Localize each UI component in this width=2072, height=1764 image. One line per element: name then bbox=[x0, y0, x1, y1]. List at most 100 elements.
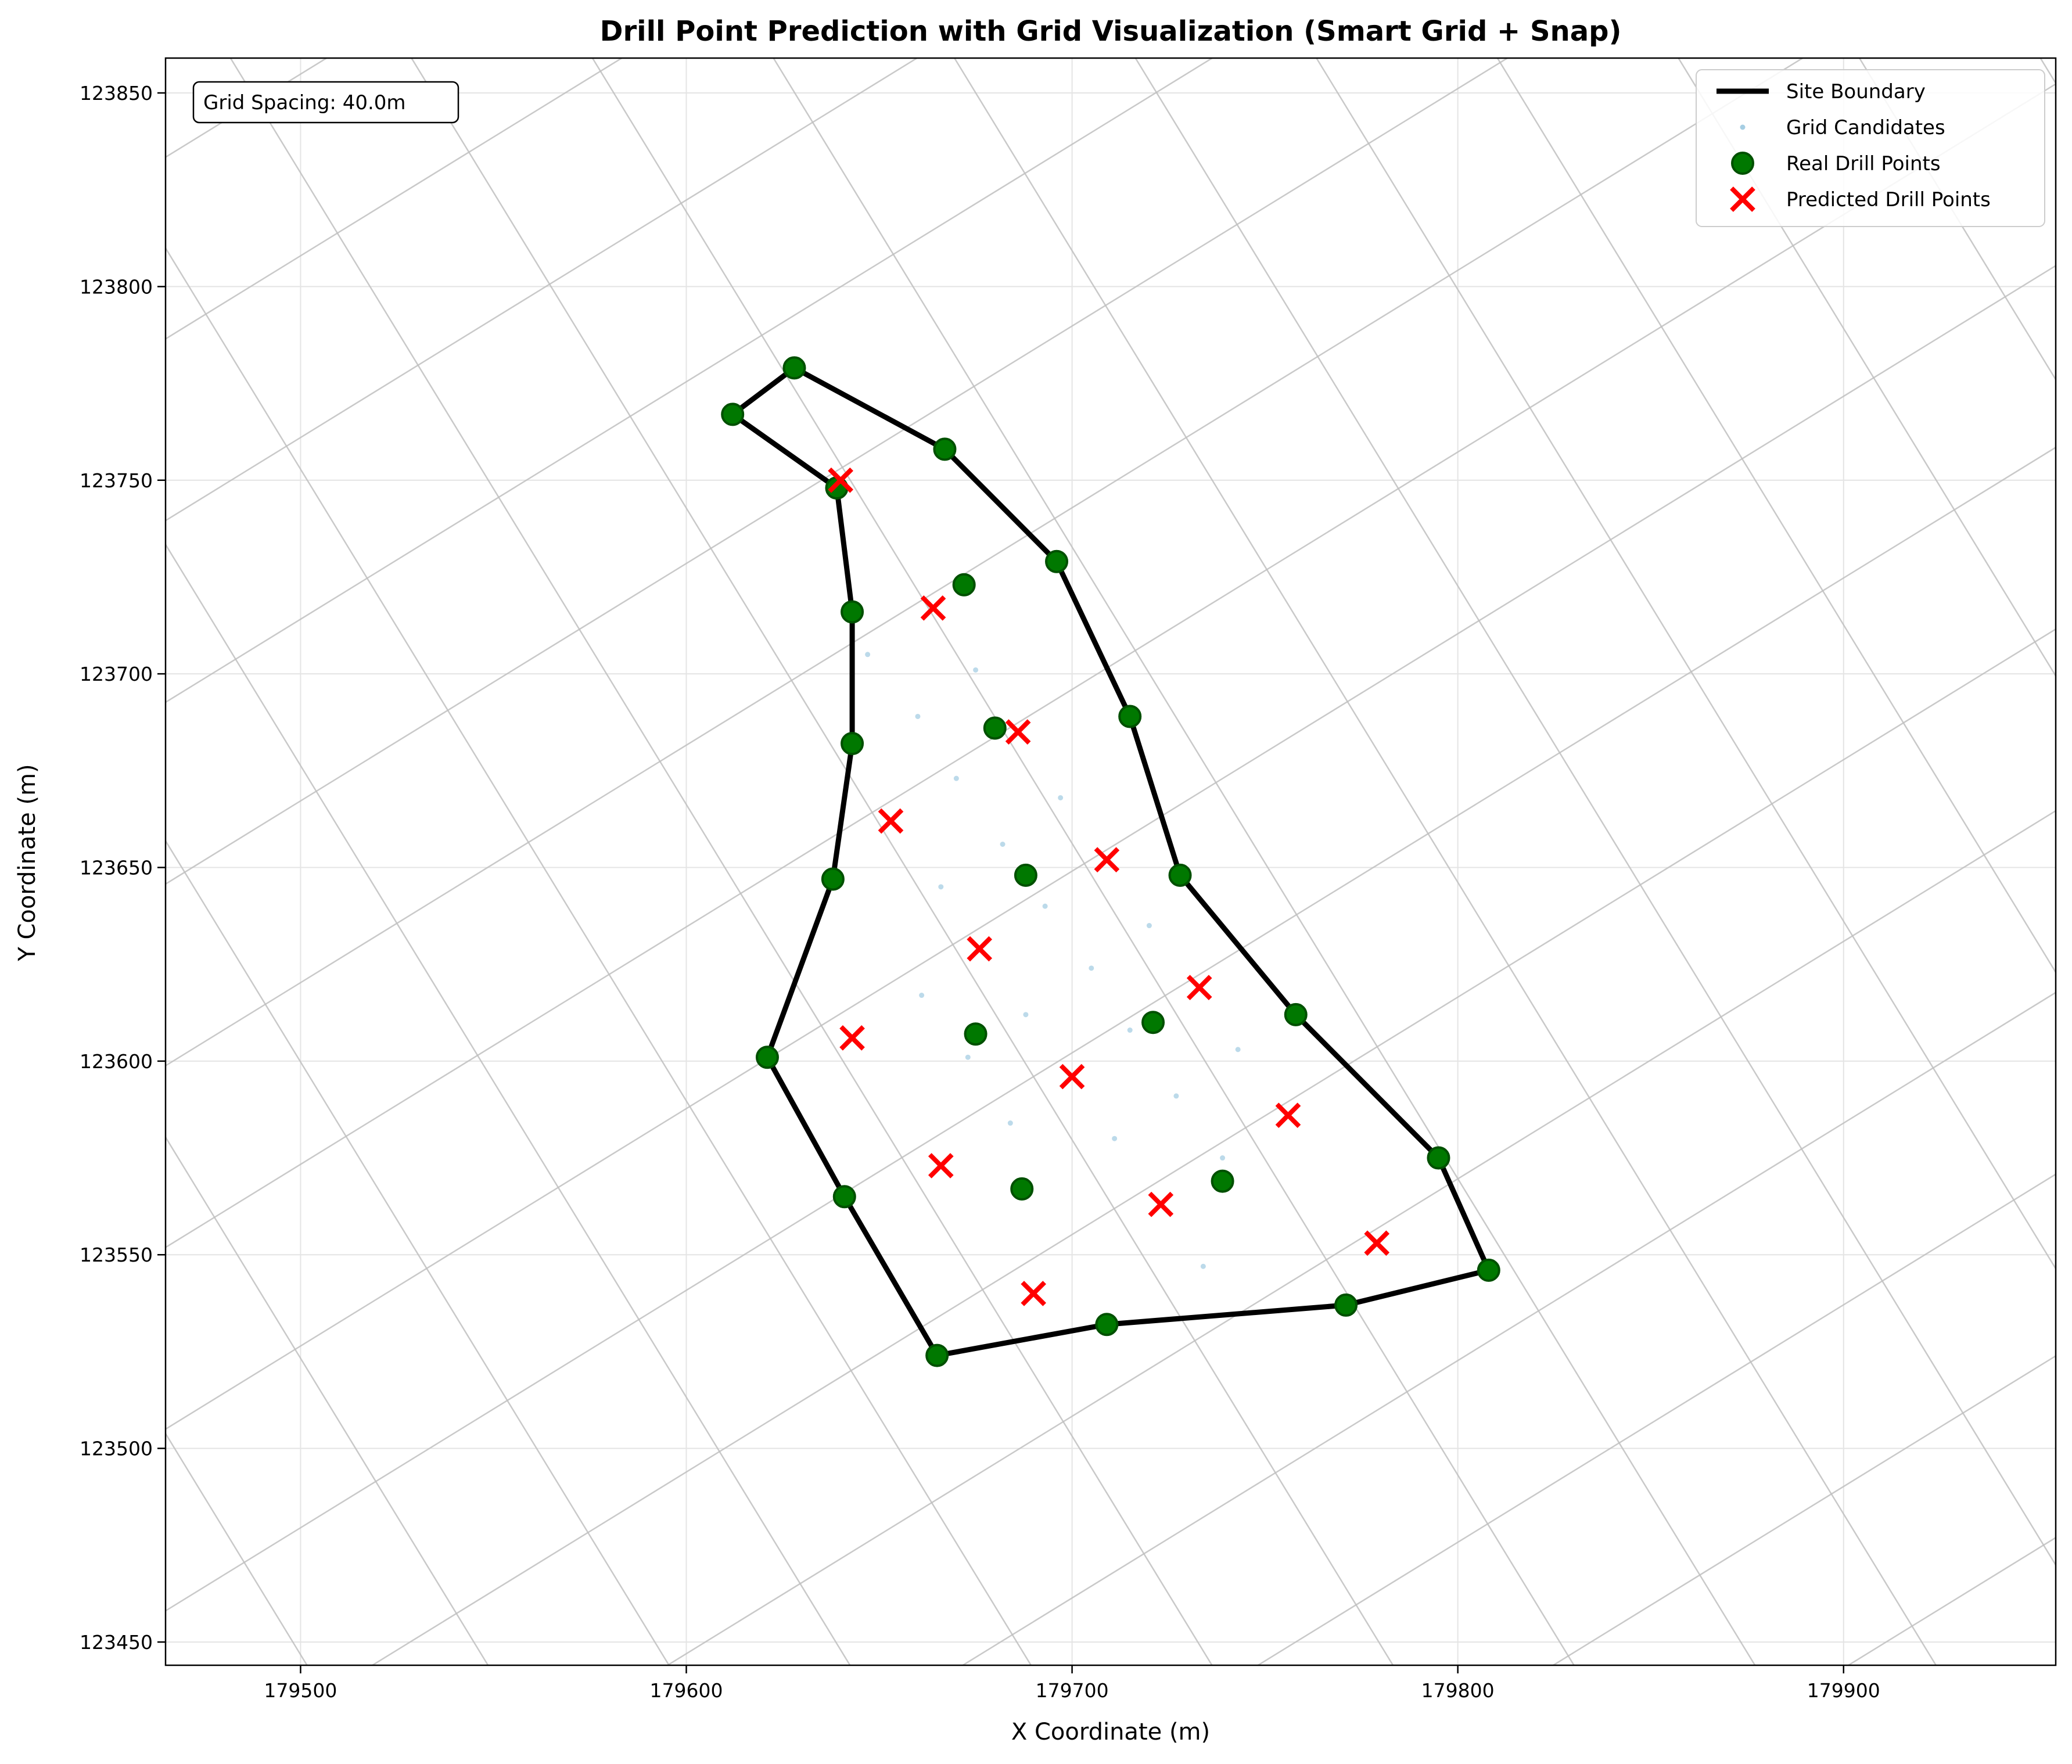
x-axis-ticks: 179500 179600 179700 179800 179900 bbox=[264, 1665, 1880, 1702]
grid-candidate-point-8 bbox=[1146, 923, 1152, 929]
real-drill-point-21 bbox=[1477, 1258, 1500, 1282]
y-axis-ticks: 123450 123500 123550 123600 123650 123700 1237… bbox=[80, 82, 166, 1654]
predicted-drill-point-2-stroke-b bbox=[1005, 719, 1031, 745]
legend-handle-predicted bbox=[1730, 186, 1755, 212]
predicted-drill-point-8 bbox=[1059, 1064, 1085, 1090]
legend-handle-candidates bbox=[1740, 124, 1746, 130]
predicted-drill-point-2 bbox=[1005, 719, 1031, 745]
x-tick-label-1: 179600 bbox=[650, 1679, 723, 1702]
predicted-drill-point-5-stroke-b bbox=[967, 936, 993, 962]
grid-candidate-point-15 bbox=[1173, 1093, 1179, 1099]
x-tick-label-3: 179800 bbox=[1421, 1679, 1495, 1702]
grid-candidate-point-17 bbox=[1112, 1136, 1118, 1141]
real-drill-point-14 bbox=[1141, 1011, 1165, 1034]
grid-spacing-note-text: Grid Spacing: 40.0m bbox=[203, 91, 406, 114]
grid-candidate-point-12 bbox=[1127, 1027, 1133, 1033]
grid-candidate-point-3 bbox=[953, 775, 959, 781]
predicted-drill-point-7 bbox=[839, 1025, 865, 1051]
real-drill-point-17 bbox=[1427, 1146, 1450, 1170]
predicted-drill-point-3 bbox=[878, 808, 904, 834]
predicted-drill-point-0-stroke-b bbox=[828, 467, 853, 493]
grid-candidate-point-13 bbox=[1235, 1047, 1241, 1052]
real-drill-point-10 bbox=[1014, 863, 1037, 887]
predicted-drill-point-4-stroke-b bbox=[1094, 847, 1120, 872]
x-axis-label: X Coordinate (m) bbox=[1011, 1719, 1210, 1745]
grid-candidate-point-19 bbox=[1200, 1263, 1206, 1269]
predicted-drill-point-10-stroke-b bbox=[928, 1153, 954, 1179]
real-drill-point-8 bbox=[983, 716, 1007, 740]
legend: Site Boundary Grid Candidates Real Drill P… bbox=[1696, 69, 2045, 227]
predicted-drill-point-1 bbox=[920, 595, 946, 621]
legend-handle-predicted-stroke-b bbox=[1730, 186, 1755, 212]
legend-frame bbox=[1696, 69, 2045, 227]
predicted-drill-point-4 bbox=[1094, 847, 1120, 872]
y-tick-label-0: 123450 bbox=[80, 1631, 153, 1654]
chart-title: Drill Point Prediction with Grid Visuali… bbox=[600, 15, 1622, 48]
real-drill-point-9 bbox=[841, 732, 864, 756]
legend-handle-real bbox=[1731, 152, 1754, 175]
x-tick-label-0: 179500 bbox=[264, 1679, 337, 1702]
y-tick-label-5: 123700 bbox=[80, 663, 153, 685]
predicted-drill-point-3-stroke-b bbox=[878, 808, 904, 834]
grid-candidate-point-14 bbox=[965, 1054, 971, 1060]
predicted-drill-point-0 bbox=[828, 467, 853, 493]
real-drill-point-13 bbox=[1284, 1003, 1308, 1026]
predicted-drill-point-7-stroke-b bbox=[839, 1025, 865, 1051]
grid-candidate-point-1 bbox=[973, 667, 979, 673]
grid-candidate-point-6 bbox=[938, 884, 944, 890]
plot-frame bbox=[164, 57, 2057, 1666]
predicted-drill-point-12-stroke-b bbox=[1364, 1230, 1390, 1256]
y-tick-label-6: 123750 bbox=[80, 469, 153, 492]
legend-label-2: Real Drill Points bbox=[1786, 152, 1941, 175]
grid-spacing-note: Grid Spacing: 40.0m bbox=[192, 81, 459, 124]
predicted-drill-point-13 bbox=[1021, 1281, 1047, 1306]
grid-candidate-point-10 bbox=[919, 993, 925, 998]
legend-label-1: Grid Candidates bbox=[1786, 116, 1945, 139]
real-drill-point-22 bbox=[1334, 1293, 1358, 1317]
predicted-drill-point-8-stroke-b bbox=[1059, 1064, 1085, 1090]
real-drill-point-24 bbox=[925, 1343, 949, 1367]
grid-candidate-point-9 bbox=[1089, 965, 1094, 971]
y-tick-label-7: 123800 bbox=[80, 275, 153, 298]
y-tick-label-4: 123650 bbox=[80, 857, 153, 879]
grid-candidate-point-0 bbox=[865, 652, 871, 658]
real-drill-point-20 bbox=[832, 1185, 856, 1209]
series-layer bbox=[721, 356, 1500, 1367]
real-drill-point-15 bbox=[964, 1022, 987, 1046]
predicted-drill-point-5 bbox=[967, 936, 993, 962]
real-drill-point-6 bbox=[841, 600, 864, 624]
real-drill-point-19 bbox=[1010, 1177, 1034, 1201]
predicted-drill-point-9 bbox=[1275, 1102, 1301, 1129]
grid-candidate-point-2 bbox=[915, 713, 921, 719]
predicted-drill-point-1-stroke-b bbox=[920, 595, 946, 621]
real-drill-point-23 bbox=[1095, 1313, 1119, 1337]
legend-label-3: Predicted Drill Points bbox=[1786, 188, 1991, 211]
grid-spacing-note-box bbox=[192, 81, 459, 124]
grid-candidate-point-4 bbox=[1058, 795, 1064, 800]
predicted-drill-point-10 bbox=[928, 1153, 954, 1179]
y-axis-label: Y Coordinate (m) bbox=[14, 764, 41, 961]
y-tick-label-2: 123550 bbox=[80, 1244, 153, 1266]
real-drill-point-18 bbox=[1211, 1169, 1234, 1193]
predicted-drill-point-11 bbox=[1148, 1191, 1174, 1217]
real-drill-point-12 bbox=[821, 867, 845, 891]
real-drill-point-1 bbox=[721, 403, 745, 426]
grid-candidate-point-5 bbox=[1000, 841, 1006, 847]
predicted-drill-point-6 bbox=[1186, 975, 1212, 1001]
predicted-drill-point-9-stroke-b bbox=[1275, 1102, 1301, 1129]
y-tick-label-8: 123850 bbox=[80, 82, 153, 105]
grid-candidate-point-16 bbox=[1007, 1120, 1013, 1126]
real-drill-point-2 bbox=[933, 437, 957, 461]
